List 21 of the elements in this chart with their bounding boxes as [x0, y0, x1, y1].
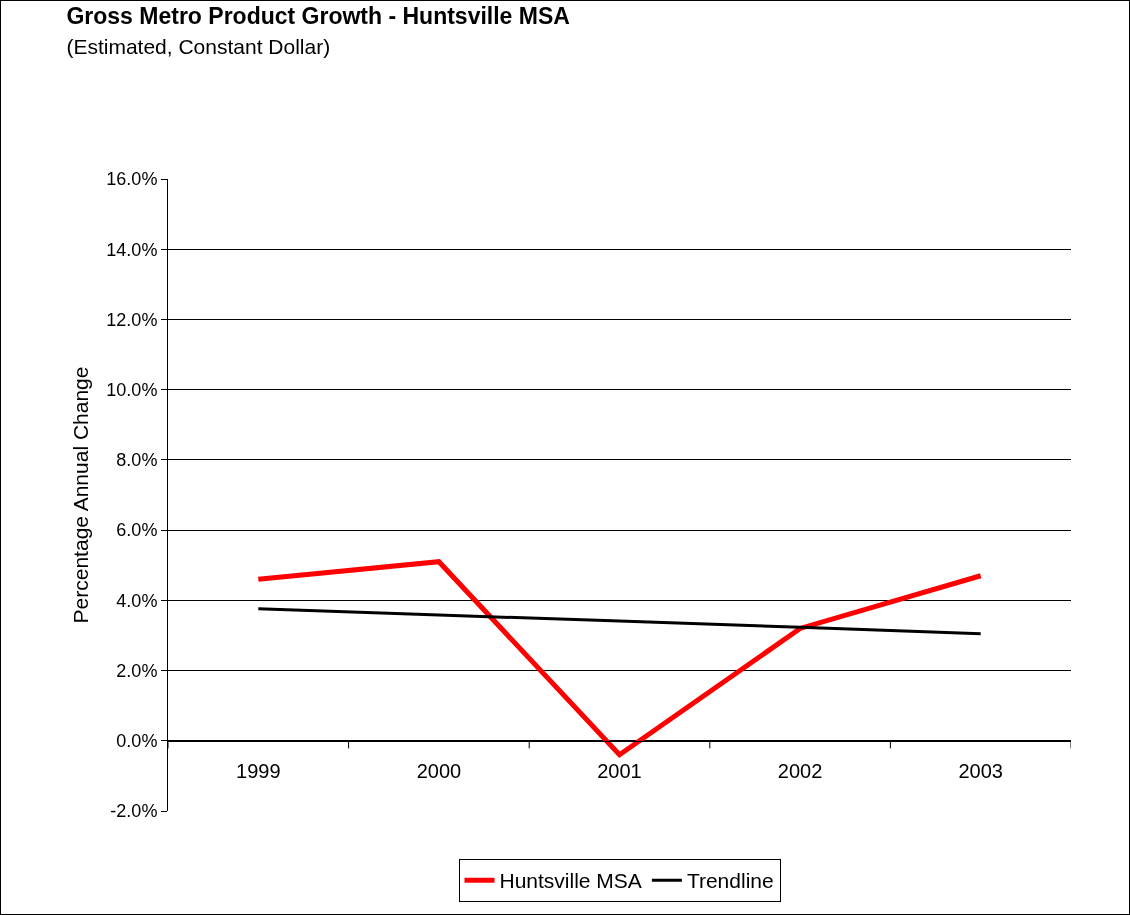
x-tick-label: 2001 — [597, 759, 642, 782]
legend-label: Huntsville MSA — [499, 869, 642, 893]
x-tick-label: 2000 — [416, 759, 462, 782]
chart-title: Gross Metro Product Growth - Huntsville MSA — [66, 2, 570, 29]
x-tick-label: 2002 — [777, 759, 823, 782]
line-series — [256, 607, 983, 636]
y-tick-label: -2.0% — [110, 801, 158, 822]
legend-label: Trendline — [686, 869, 774, 893]
y-tick-label: 6.0% — [116, 520, 158, 541]
y-tick-label: 14.0% — [106, 239, 158, 260]
y-tick-label: 0.0% — [116, 731, 158, 752]
y-tick-label: 12.0% — [106, 309, 158, 330]
y-tick-label: 4.0% — [116, 590, 158, 611]
y-tick-label: 2.0% — [116, 660, 158, 681]
y-tick-label: 8.0% — [116, 450, 158, 471]
x-tick-label: 2003 — [958, 759, 1003, 782]
chart-subtitle: (Estimated, Constant Dollar) — [66, 34, 331, 58]
y-tick-label: 16.0% — [106, 169, 158, 190]
y-tick-label: 10.0% — [106, 379, 158, 400]
y-axis-title: Percentage Annual Change — [68, 366, 92, 624]
x-tick-label: 1999 — [236, 759, 281, 782]
